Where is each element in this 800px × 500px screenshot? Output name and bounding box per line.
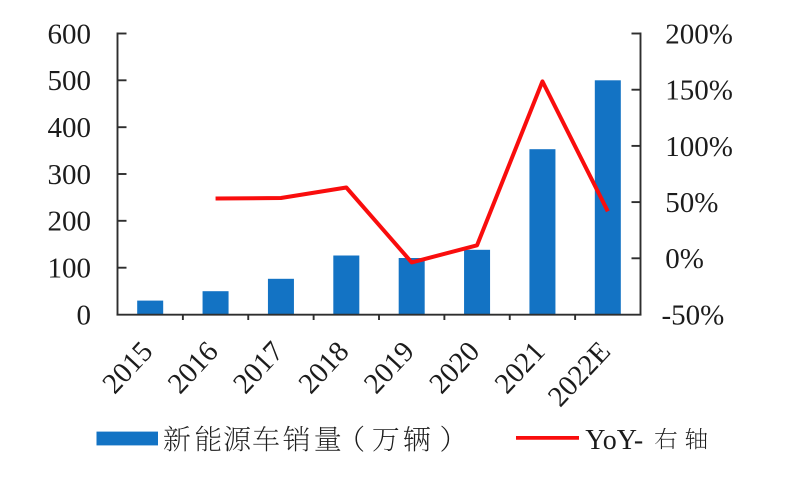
- svg-text:400: 400: [48, 112, 92, 144]
- svg-text:500: 500: [48, 65, 92, 97]
- svg-text:200: 200: [48, 206, 92, 238]
- svg-text:0%: 0%: [665, 243, 704, 275]
- svg-text:100%: 100%: [665, 131, 733, 163]
- svg-text:50%: 50%: [665, 187, 718, 219]
- svg-text:100: 100: [48, 253, 92, 285]
- svg-text:200%: 200%: [665, 18, 733, 50]
- svg-text:0: 0: [77, 300, 92, 332]
- svg-text:600: 600: [48, 18, 92, 50]
- svg-text:300: 300: [48, 159, 92, 191]
- svg-text:-50%: -50%: [662, 300, 725, 332]
- svg-text:150%: 150%: [665, 75, 733, 107]
- svg-text:YoY-: YoY-: [585, 425, 643, 456]
